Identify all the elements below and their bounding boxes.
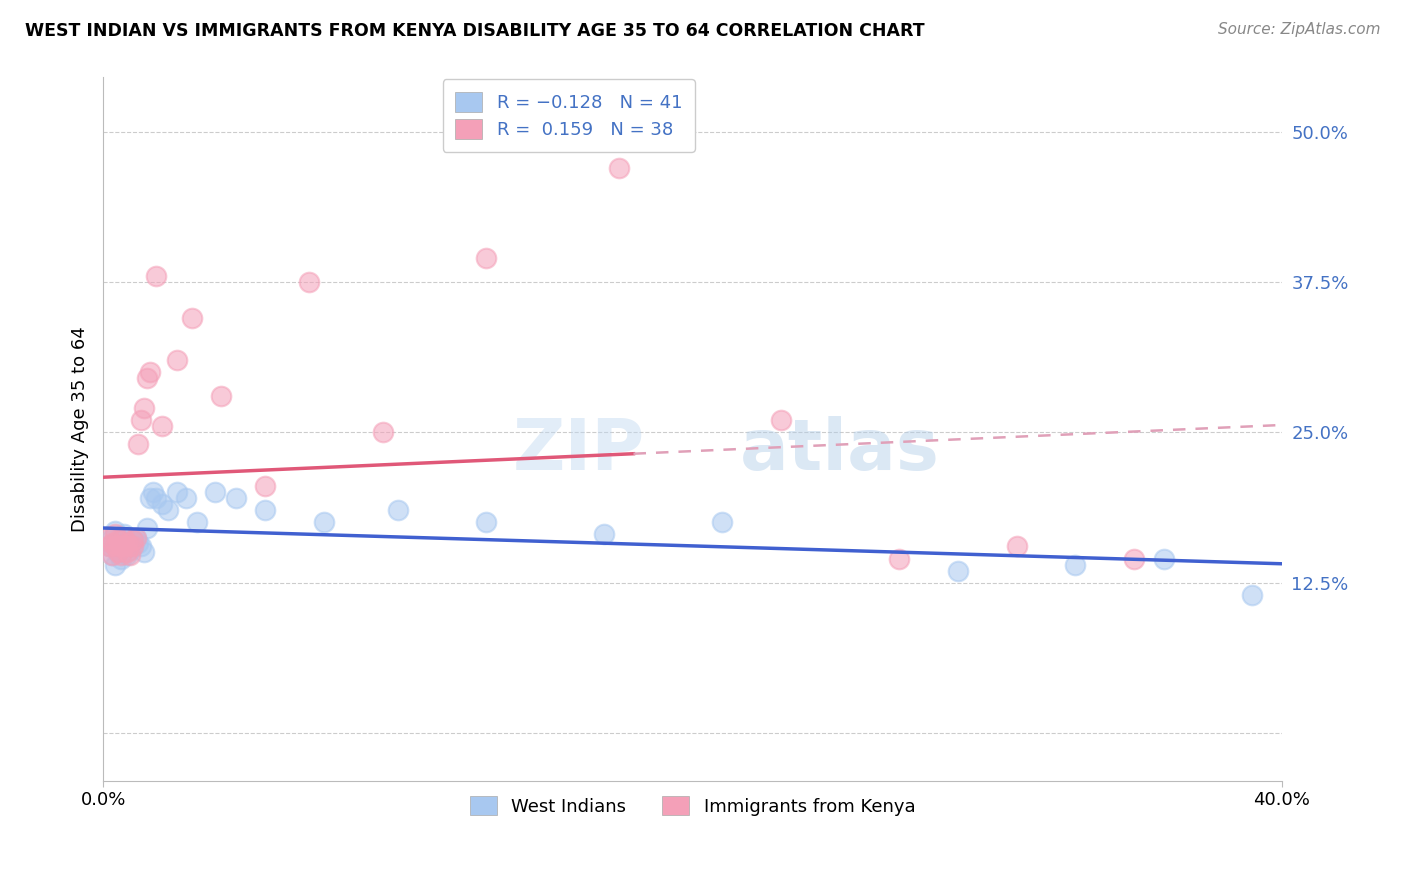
Point <box>887 551 910 566</box>
Point <box>314 516 336 530</box>
Text: atlas: atlas <box>740 416 939 485</box>
Point <box>98 540 121 554</box>
Text: Source: ZipAtlas.com: Source: ZipAtlas.com <box>1218 22 1381 37</box>
Point <box>110 551 132 566</box>
Point <box>121 533 143 548</box>
Point <box>134 401 156 416</box>
Point <box>180 310 202 325</box>
Point <box>1064 558 1087 572</box>
Point <box>115 536 138 550</box>
Point <box>107 545 129 559</box>
Point <box>136 371 159 385</box>
Point <box>112 540 135 554</box>
Point <box>115 545 138 559</box>
Point <box>110 548 132 562</box>
Point <box>101 548 124 562</box>
Point <box>101 548 124 562</box>
Point <box>127 437 149 451</box>
Point <box>107 540 129 554</box>
Point <box>298 275 321 289</box>
Point <box>107 533 129 548</box>
Point <box>1123 551 1146 566</box>
Point <box>110 540 132 554</box>
Point <box>1005 540 1028 554</box>
Point <box>112 527 135 541</box>
Text: WEST INDIAN VS IMMIGRANTS FROM KENYA DISABILITY AGE 35 TO 64 CORRELATION CHART: WEST INDIAN VS IMMIGRANTS FROM KENYA DIS… <box>25 22 925 40</box>
Y-axis label: Disability Age 35 to 64: Disability Age 35 to 64 <box>72 326 89 533</box>
Point <box>139 491 162 506</box>
Point <box>118 548 141 562</box>
Point <box>131 540 153 554</box>
Point <box>150 419 173 434</box>
Point <box>101 531 124 545</box>
Point <box>145 268 167 283</box>
Point <box>1241 588 1264 602</box>
Point <box>112 531 135 545</box>
Point <box>124 531 146 545</box>
Point <box>710 516 733 530</box>
Point <box>946 564 969 578</box>
Point <box>110 533 132 548</box>
Point <box>145 491 167 506</box>
Point <box>387 503 409 517</box>
Point <box>121 533 143 548</box>
Point <box>118 540 141 554</box>
Point <box>475 516 498 530</box>
Point <box>121 540 143 554</box>
Point <box>156 503 179 517</box>
Point <box>104 540 127 554</box>
Point <box>101 536 124 550</box>
Point <box>254 479 277 493</box>
Point <box>115 548 138 562</box>
Point <box>607 161 630 175</box>
Point <box>475 251 498 265</box>
Point <box>166 485 188 500</box>
Point <box>593 527 616 541</box>
Point <box>186 516 208 530</box>
Point <box>118 543 141 558</box>
Point <box>131 413 153 427</box>
Text: ZIP: ZIP <box>513 416 645 485</box>
Point <box>104 524 127 538</box>
Point <box>115 536 138 550</box>
Point <box>134 545 156 559</box>
Point <box>225 491 247 506</box>
Point <box>121 540 143 554</box>
Point <box>98 540 121 554</box>
Point <box>104 558 127 572</box>
Point <box>112 540 135 554</box>
Point <box>124 531 146 545</box>
Point <box>104 527 127 541</box>
Point <box>98 531 121 545</box>
Point <box>204 485 226 500</box>
Point <box>254 503 277 517</box>
Point <box>150 497 173 511</box>
Legend: West Indians, Immigrants from Kenya: West Indians, Immigrants from Kenya <box>461 787 924 825</box>
Point <box>127 536 149 550</box>
Point <box>1153 551 1175 566</box>
Point <box>209 389 232 403</box>
Point <box>107 545 129 559</box>
Point <box>371 425 394 440</box>
Point <box>769 413 792 427</box>
Point <box>142 485 165 500</box>
Point <box>174 491 197 506</box>
Point <box>166 353 188 368</box>
Point <box>139 365 162 379</box>
Point <box>136 521 159 535</box>
